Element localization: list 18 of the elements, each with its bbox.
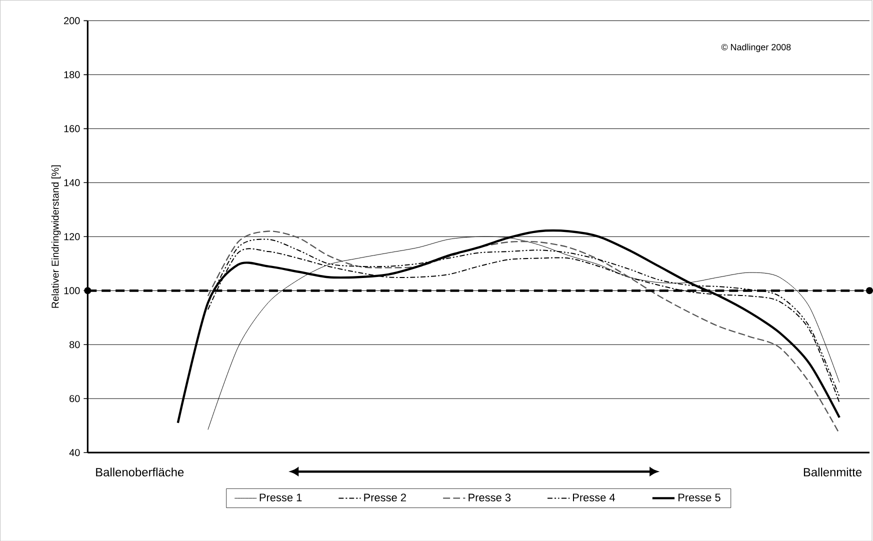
y-tick-label: 200: [64, 17, 80, 24]
legend-label: Presse 3: [468, 494, 511, 502]
y-tick-label: 60: [70, 394, 80, 402]
y-tick-label: 40: [69, 448, 80, 456]
y-tick-label: 160: [64, 125, 80, 132]
y-tick-label: 180: [64, 71, 80, 78]
annotation: © Nadlinger 2008: [721, 44, 791, 52]
legend-label: Presse 1: [260, 494, 302, 502]
y-tick-label: 80: [70, 340, 80, 348]
text: Ballenmitte: [804, 468, 862, 476]
y-axis-title: Relativer Eindringwiderstand [%]: [51, 165, 61, 308]
legend-label: Presse 4: [573, 494, 615, 502]
y-tick-label: 100: [64, 286, 80, 294]
y-tick-label: 120: [64, 232, 80, 240]
legend-label: Presse 2: [364, 494, 406, 502]
y-tick-label: 140: [64, 178, 80, 186]
text: Ballenoberfläche: [96, 468, 184, 476]
legend-label: Presse 5: [678, 494, 720, 502]
